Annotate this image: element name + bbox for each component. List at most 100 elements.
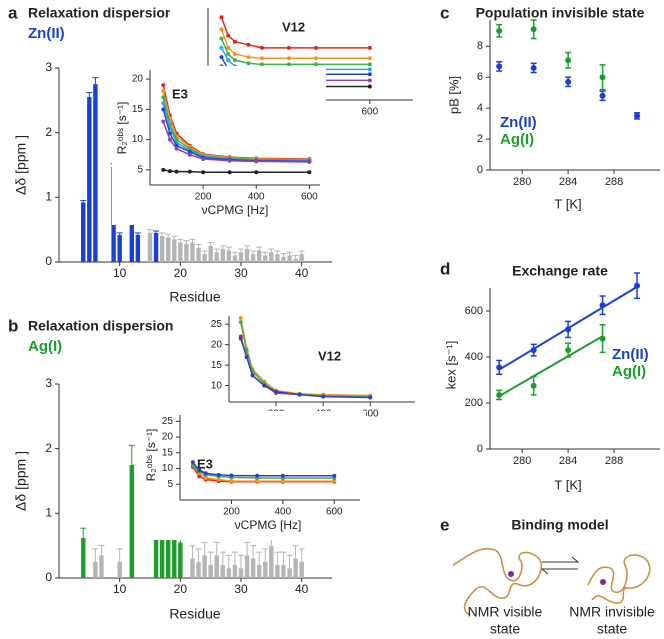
- data-point: [367, 84, 372, 89]
- bar: [93, 561, 98, 578]
- y-axis-label: kex [s⁻¹]: [443, 341, 458, 390]
- bar: [244, 249, 250, 262]
- data-point: [187, 169, 192, 174]
- data-point: [599, 302, 606, 309]
- data-point: [227, 170, 232, 175]
- data-point: [286, 56, 291, 61]
- data-point: [286, 62, 291, 67]
- bar: [263, 255, 268, 262]
- fit-line: [498, 335, 604, 397]
- data-point: [219, 55, 224, 60]
- data-point: [259, 45, 264, 50]
- y-tick-label: 15: [162, 447, 174, 458]
- chart-title: Exchange rate: [512, 263, 608, 279]
- data-point: [367, 72, 372, 77]
- data-point: [187, 152, 192, 157]
- bar: [202, 254, 207, 262]
- data-point: [599, 74, 606, 81]
- y-axis-label: Δδ [ppm ]: [13, 135, 29, 195]
- bar: [159, 529, 165, 578]
- legend-label: Zn(II): [500, 114, 537, 131]
- bar: [299, 254, 304, 262]
- chart-title: E3: [197, 456, 213, 471]
- bar: [269, 252, 274, 262]
- bar: [238, 252, 244, 262]
- bar: [172, 239, 177, 262]
- bar: [184, 243, 189, 262]
- bar: [190, 242, 195, 262]
- data-point: [259, 62, 264, 67]
- bar: [244, 555, 250, 578]
- bar: [287, 568, 292, 578]
- data-point: [496, 391, 503, 398]
- bar: [299, 561, 304, 578]
- bar: [178, 542, 183, 578]
- bar: [196, 247, 201, 262]
- chart-subtitle: Ag(I): [28, 338, 62, 355]
- data-point: [219, 15, 224, 20]
- data-point: [496, 364, 503, 371]
- data-point: [246, 55, 251, 60]
- data-point: [496, 63, 503, 70]
- data-point: [565, 326, 572, 333]
- bar: [287, 255, 292, 262]
- data-point: [167, 131, 172, 136]
- data-point: [280, 473, 285, 478]
- panel-letter: d: [440, 259, 450, 278]
- bar: [263, 561, 268, 578]
- bar: [81, 537, 86, 578]
- bar: [220, 249, 225, 262]
- bar: [87, 97, 92, 262]
- data-point: [216, 472, 221, 477]
- y-tick-label: 4: [477, 102, 483, 114]
- bar: [166, 237, 171, 262]
- panel-title: Binding model: [511, 517, 608, 533]
- bar: [250, 558, 256, 578]
- x-tick-label: 288: [605, 455, 623, 467]
- bar: [269, 545, 274, 578]
- bar: [226, 568, 232, 578]
- data-point: [367, 56, 372, 61]
- x-tick-label: 20: [174, 266, 188, 280]
- y-tick-label: 3: [45, 376, 52, 390]
- data-point: [216, 477, 221, 482]
- data-point: [367, 62, 372, 67]
- data-point: [219, 36, 224, 41]
- y-tick-label: 3: [45, 60, 52, 74]
- bar: [281, 256, 286, 262]
- data-point: [634, 282, 641, 289]
- data-point: [197, 468, 202, 473]
- bar: [99, 555, 104, 578]
- chart-title: V12: [318, 348, 341, 363]
- data-point: [255, 473, 260, 478]
- y-tick-label: 5: [167, 479, 173, 490]
- y-axis-label: pB [%]: [446, 76, 461, 114]
- y-tick-label: 200: [465, 397, 483, 409]
- x-tick-label: 600: [301, 192, 318, 203]
- x-tick-label: 600: [362, 409, 379, 420]
- inset-background: [112, 66, 326, 225]
- y-tick-label: 15: [211, 360, 223, 371]
- bar: [117, 561, 122, 578]
- chart-subtitle: Zn(II): [28, 25, 65, 42]
- data-point: [227, 158, 232, 163]
- data-point: [313, 56, 318, 61]
- x-tick-label: 280: [513, 455, 531, 467]
- legend-label: Zn(II): [612, 346, 649, 363]
- data-point: [496, 27, 503, 34]
- bar: [202, 555, 207, 578]
- data-point: [313, 45, 318, 50]
- data-point: [226, 58, 231, 63]
- data-point: [167, 169, 172, 174]
- data-point: [238, 316, 243, 321]
- bar: [257, 565, 262, 578]
- bar: [178, 242, 183, 262]
- bar: [129, 464, 134, 578]
- chart-title: Population invisible state: [476, 5, 645, 21]
- data-point: [232, 58, 237, 63]
- y-axis-label: R₂ᵒᵇˢ [s⁻¹]: [144, 429, 158, 482]
- x-tick-label: 288: [605, 176, 623, 188]
- data-point: [232, 52, 237, 56]
- data-point: [367, 67, 372, 72]
- legend-label: Ag(I): [500, 131, 534, 148]
